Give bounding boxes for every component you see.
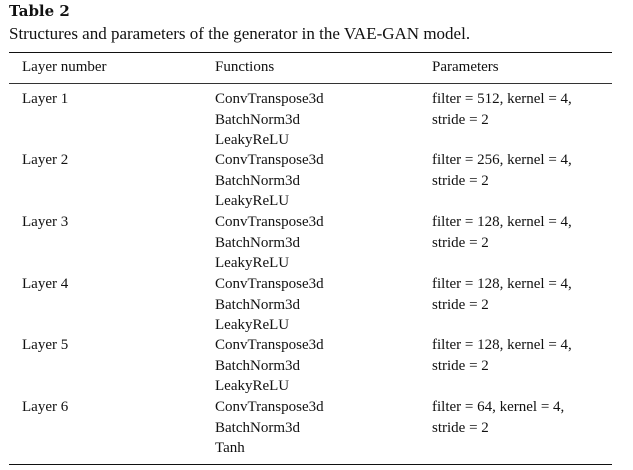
function-name: BatchNorm3d <box>215 296 300 313</box>
parameters-cell: filter = 128, kernel = 4, stride = 2 <box>432 274 572 315</box>
function-name: BatchNorm3d <box>215 234 300 251</box>
parameter-line: stride = 2 <box>432 357 489 374</box>
functions-cell: ConvTranspose3d BatchNorm3d LeakyReLU <box>215 89 324 151</box>
functions-cell: ConvTranspose3d BatchNorm3d LeakyReLU <box>215 274 324 336</box>
parameter-line: stride = 2 <box>432 172 489 189</box>
header-functions: Functions <box>215 59 275 75</box>
function-name: ConvTranspose3d <box>215 152 324 168</box>
parameter-line: filter = 128, kernel = 4, <box>432 337 572 353</box>
function-name: LeakyReLU <box>215 317 290 333</box>
function-name: ConvTranspose3d <box>215 214 324 230</box>
parameter-line: filter = 128, kernel = 4, <box>432 214 572 230</box>
parameters-cell: filter = 512, kernel = 4, stride = 2 <box>432 89 572 130</box>
functions-cell: ConvTranspose3d BatchNorm3d LeakyReLU <box>215 150 324 212</box>
function-name: LeakyReLU <box>215 193 290 209</box>
function-name: ConvTranspose3d <box>215 337 324 353</box>
layer-number-cell: Layer 6 <box>22 399 69 415</box>
header-rule <box>9 83 612 84</box>
table-label: Table 2 <box>9 2 70 20</box>
parameter-line: filter = 256, kernel = 4, <box>432 152 572 168</box>
header-layer-number: Layer number <box>22 59 107 75</box>
layer-number-cell: Layer 3 <box>22 214 69 230</box>
layer-number-cell: Layer 4 <box>22 276 69 292</box>
parameters-cell: filter = 128, kernel = 4, stride = 2 <box>432 335 572 376</box>
function-name: LeakyReLU <box>215 255 290 271</box>
parameter-line: stride = 2 <box>432 234 489 251</box>
functions-cell: ConvTranspose3d BatchNorm3d LeakyReLU <box>215 335 324 397</box>
layer-number-cell: Layer 2 <box>22 152 69 168</box>
function-name: BatchNorm3d <box>215 419 300 436</box>
function-name: BatchNorm3d <box>215 172 300 189</box>
function-name: BatchNorm3d <box>215 357 300 374</box>
parameter-line: filter = 128, kernel = 4, <box>432 276 572 292</box>
function-name: Tanh <box>215 440 245 456</box>
function-name: ConvTranspose3d <box>215 399 324 415</box>
parameter-line: filter = 512, kernel = 4, <box>432 91 572 107</box>
function-name: ConvTranspose3d <box>215 276 324 292</box>
functions-cell: ConvTranspose3d BatchNorm3d LeakyReLU <box>215 212 324 274</box>
layer-number-cell: Layer 1 <box>22 91 69 107</box>
top-rule <box>9 52 612 53</box>
header-parameters: Parameters <box>432 59 499 75</box>
parameters-cell: filter = 128, kernel = 4, stride = 2 <box>432 212 572 253</box>
function-name: ConvTranspose3d <box>215 91 324 107</box>
layer-number-cell: Layer 5 <box>22 337 69 353</box>
parameter-line: stride = 2 <box>432 419 489 436</box>
bottom-rule <box>9 464 612 465</box>
parameters-cell: filter = 64, kernel = 4, stride = 2 <box>432 397 564 438</box>
parameter-line: stride = 2 <box>432 111 489 128</box>
function-name: LeakyReLU <box>215 378 290 394</box>
function-name: LeakyReLU <box>215 132 290 148</box>
functions-cell: ConvTranspose3d BatchNorm3d Tanh <box>215 397 324 459</box>
parameter-line: stride = 2 <box>432 296 489 313</box>
function-name: BatchNorm3d <box>215 111 300 128</box>
table-caption: Structures and parameters of the generat… <box>9 24 471 43</box>
parameter-line: filter = 64, kernel = 4, <box>432 399 565 415</box>
parameters-cell: filter = 256, kernel = 4, stride = 2 <box>432 150 572 191</box>
